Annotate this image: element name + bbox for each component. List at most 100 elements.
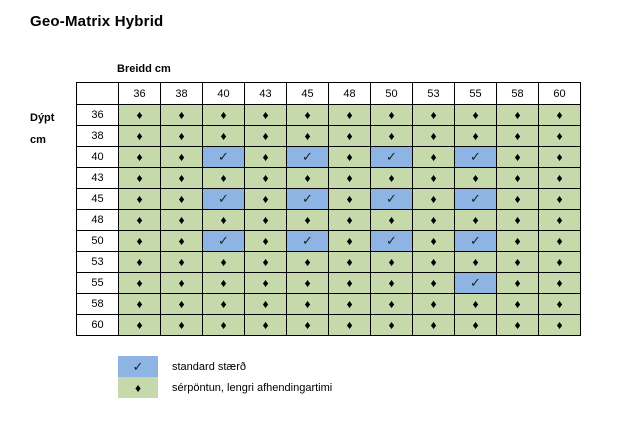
diamond-icon: ♦ <box>430 275 437 290</box>
cell-special-60x58: ♦ <box>496 314 539 336</box>
cell-special-38x43: ♦ <box>244 125 287 147</box>
cell-special-48x40: ♦ <box>202 209 245 231</box>
check-icon: ✓ <box>218 191 229 206</box>
diamond-icon: ♦ <box>346 296 353 311</box>
diamond-icon: ♦ <box>430 170 437 185</box>
cell-special-40x48: ♦ <box>328 146 371 168</box>
diamond-icon: ♦ <box>346 128 353 143</box>
col-header-38: 38 <box>160 82 203 105</box>
diamond-icon: ♦ <box>220 317 227 332</box>
check-icon: ✓ <box>218 233 229 248</box>
diamond-icon: ♦ <box>304 275 311 290</box>
check-icon: ✓ <box>470 275 481 290</box>
row-header-43: 43 <box>76 167 119 189</box>
row-header-50: 50 <box>76 230 119 252</box>
cell-special-43x60: ♦ <box>538 167 581 189</box>
cell-special-38x48: ♦ <box>328 125 371 147</box>
diamond-icon: ♦ <box>346 149 353 164</box>
cell-special-48x45: ♦ <box>286 209 329 231</box>
row-header-40: 40 <box>76 146 119 168</box>
cell-special-58x36: ♦ <box>118 293 161 315</box>
cell-special-55x48: ♦ <box>328 272 371 294</box>
cell-special-36x58: ♦ <box>496 104 539 126</box>
cell-special-50x38: ♦ <box>160 230 203 252</box>
diamond-icon: ♦ <box>388 296 395 311</box>
cell-special-45x43: ♦ <box>244 188 287 210</box>
diamond-icon: ♦ <box>346 254 353 269</box>
cell-special-40x36: ♦ <box>118 146 161 168</box>
diamond-icon: ♦ <box>430 149 437 164</box>
diamond-icon: ♦ <box>430 191 437 206</box>
diamond-icon: ♦ <box>430 233 437 248</box>
diamond-icon: ♦ <box>304 107 311 122</box>
diamond-icon: ♦ <box>136 275 143 290</box>
diamond-icon: ♦ <box>472 107 479 122</box>
cell-special-38x45: ♦ <box>286 125 329 147</box>
check-icon: ✓ <box>386 191 397 206</box>
diamond-icon: ♦ <box>178 191 185 206</box>
diamond-icon: ♦ <box>472 170 479 185</box>
matrix-row-48: 48 ♦ ♦ ♦ ♦ ♦ ♦ ♦ ♦ ♦ ♦ ♦ <box>76 209 581 231</box>
cell-special-50x36: ♦ <box>118 230 161 252</box>
row-header-38: 38 <box>76 125 119 147</box>
chart-title: Geo-Matrix Hybrid <box>30 13 164 30</box>
cell-special-45x60: ♦ <box>538 188 581 210</box>
diamond-icon: ♦ <box>136 296 143 311</box>
diamond-icon: ♦ <box>178 233 185 248</box>
cell-special-55x38: ♦ <box>160 272 203 294</box>
cell-standard-55x55: ✓ <box>454 272 497 294</box>
cell-special-58x55: ♦ <box>454 293 497 315</box>
diamond-icon: ♦ <box>514 275 521 290</box>
diamond-icon: ♦ <box>556 107 563 122</box>
matrix-row-50: 50 ♦ ♦ ✓ ♦ ✓ ♦ ✓ ♦ ✓ ♦ ♦ <box>76 230 581 252</box>
cell-special-45x53: ♦ <box>412 188 455 210</box>
cell-special-55x53: ♦ <box>412 272 455 294</box>
cell-special-40x60: ♦ <box>538 146 581 168</box>
diamond-icon: ♦ <box>556 233 563 248</box>
cell-standard-45x55: ✓ <box>454 188 497 210</box>
diamond-icon: ♦ <box>136 317 143 332</box>
diamond-icon: ♦ <box>472 212 479 227</box>
diamond-icon: ♦ <box>220 107 227 122</box>
diamond-icon: ♦ <box>388 254 395 269</box>
check-icon: ✓ <box>132 359 144 374</box>
cell-special-40x58: ♦ <box>496 146 539 168</box>
cell-standard-40x50: ✓ <box>370 146 413 168</box>
diamond-icon: ♦ <box>220 254 227 269</box>
row-header-60: 60 <box>76 314 119 336</box>
cell-special-55x58: ♦ <box>496 272 539 294</box>
diamond-icon: ♦ <box>388 317 395 332</box>
diamond-icon: ♦ <box>304 170 311 185</box>
cell-special-53x38: ♦ <box>160 251 203 273</box>
cell-special-43x50: ♦ <box>370 167 413 189</box>
check-icon: ✓ <box>302 191 313 206</box>
cell-special-58x48: ♦ <box>328 293 371 315</box>
diamond-icon: ♦ <box>178 275 185 290</box>
cell-special-43x58: ♦ <box>496 167 539 189</box>
cell-standard-45x45: ✓ <box>286 188 329 210</box>
cell-standard-45x40: ✓ <box>202 188 245 210</box>
diamond-icon: ♦ <box>136 191 143 206</box>
diamond-icon: ♦ <box>388 170 395 185</box>
legend-swatch-standard: ✓ <box>118 356 158 377</box>
diamond-icon: ♦ <box>346 107 353 122</box>
diamond-icon: ♦ <box>514 233 521 248</box>
legend-item-special: ♦ sérpöntun, lengri afhendingartimi <box>118 377 332 398</box>
cell-special-48x53: ♦ <box>412 209 455 231</box>
diamond-icon: ♦ <box>262 233 269 248</box>
diamond-icon: ♦ <box>178 107 185 122</box>
diamond-icon: ♦ <box>472 128 479 143</box>
cell-standard-50x45: ✓ <box>286 230 329 252</box>
check-icon: ✓ <box>470 233 481 248</box>
diamond-icon: ♦ <box>262 149 269 164</box>
legend-label-standard: standard stærð <box>172 360 246 373</box>
size-matrix-container: 36 38 40 43 45 48 50 53 55 58 60 36 ♦ ♦ ♦ ♦ ♦ ♦ ♦ ♦ ♦ ♦ ♦ 38 ♦ ♦ ♦… <box>76 82 581 336</box>
cell-special-43x40: ♦ <box>202 167 245 189</box>
matrix-row-60: 60 ♦ ♦ ♦ ♦ ♦ ♦ ♦ ♦ ♦ ♦ ♦ <box>76 314 581 336</box>
check-icon: ✓ <box>470 191 481 206</box>
cell-special-45x36: ♦ <box>118 188 161 210</box>
cell-special-40x43: ♦ <box>244 146 287 168</box>
row-header-55: 55 <box>76 272 119 294</box>
check-icon: ✓ <box>386 149 397 164</box>
diamond-icon: ♦ <box>472 254 479 269</box>
